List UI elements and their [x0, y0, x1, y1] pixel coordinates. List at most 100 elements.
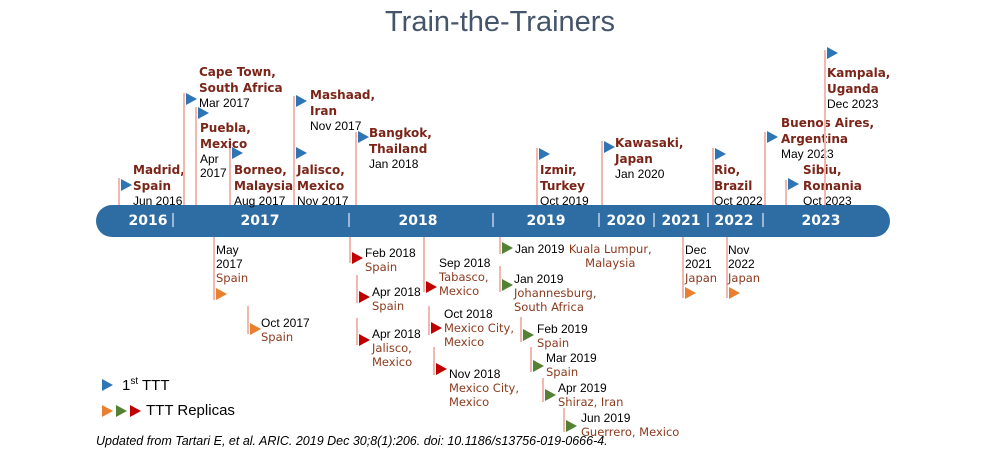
replica-green-flag-icon	[545, 389, 556, 401]
replica-orange-flag-icon	[729, 287, 740, 299]
event-city: Buenos Aires, Argentina	[781, 116, 875, 146]
event-line	[195, 107, 197, 205]
first-ttt-flag-icon	[358, 131, 369, 143]
event-city: Spain	[537, 336, 570, 350]
replica-red-flag-icon	[431, 322, 442, 334]
first-ttt-event: Jalisco, Mexico Nov 2017	[297, 162, 348, 208]
first-ttt-flag-icon	[604, 141, 615, 153]
event-city: Jalisco, Mexico	[372, 341, 413, 369]
replica-green-flag-icon	[533, 360, 544, 372]
year-label: 2020	[606, 213, 646, 229]
replica-event: Feb 2018 Spain	[365, 246, 416, 274]
legend-orange-flag-icon	[102, 405, 113, 417]
event-date: Apr 2018	[372, 327, 421, 341]
replica-green-flag-icon	[566, 420, 577, 432]
event-line	[423, 237, 425, 292]
event-date: Nov 2017	[297, 194, 349, 208]
event-date: Jun 2019	[581, 411, 631, 425]
replica-event: Jan 2019 Johannesburg, South Africa	[514, 272, 596, 314]
event-line	[118, 178, 120, 205]
replica-event: Nov 2018 Mexico City, Mexico	[449, 367, 519, 409]
replica-event: Sep 2018 Tabasco, Mexico	[439, 256, 490, 298]
event-date: Oct 2018	[444, 307, 493, 321]
event-city: Spain	[216, 271, 249, 285]
replica-event: Dec 2021 Japan	[685, 243, 717, 285]
event-date: May 2023	[781, 147, 834, 161]
replica-orange-flag-icon	[250, 323, 261, 335]
replica-event: Oct 2017 Spain	[261, 316, 310, 344]
event-date: Apr 2017	[200, 152, 227, 180]
year-label: 2023	[801, 213, 841, 229]
replica-event: Jan 2019 Kuala Lumpur, Malaysia	[515, 242, 652, 270]
event-date: Feb 2019	[537, 322, 588, 336]
event-city: Spain	[372, 299, 405, 313]
event-line	[520, 317, 522, 342]
first-ttt-event: Mashaad, Iran Nov 2017	[310, 87, 375, 133]
first-ttt-flag-icon	[767, 131, 778, 143]
event-city: Spain	[365, 260, 398, 274]
replica-event: Mar 2019 Spain	[546, 351, 597, 379]
event-line	[563, 408, 565, 432]
event-city: Spain	[261, 330, 294, 344]
event-date: Apr 2019	[558, 381, 607, 395]
event-city: Spain	[546, 365, 579, 379]
event-city: Bangkok, Thailand	[369, 126, 432, 156]
first-ttt-event: Bangkok, Thailand Jan 2018	[369, 125, 432, 171]
event-line	[764, 132, 766, 205]
first-ttt-flag-icon	[296, 147, 307, 159]
first-ttt-flag-icon	[715, 148, 726, 160]
event-line	[824, 50, 826, 205]
event-line	[499, 237, 501, 254]
replica-event: Nov 2022 Japan	[728, 243, 760, 285]
event-line	[356, 318, 358, 345]
year-label: 2018	[398, 213, 438, 229]
event-line	[183, 93, 185, 205]
event-date: Oct 2023	[803, 194, 852, 208]
first-ttt-flag-icon	[788, 178, 799, 190]
first-ttt-event: Cape Town, South Africa Mar 2017	[199, 64, 283, 110]
replica-green-flag-icon	[502, 242, 513, 254]
event-city: Shiraz, Iran	[558, 395, 624, 409]
event-date: Jan 2018	[369, 157, 419, 171]
event-line	[293, 148, 295, 205]
year-separator	[348, 213, 350, 227]
replica-event: May 2017 Spain	[216, 243, 248, 285]
event-date: Feb 2018	[365, 246, 416, 260]
replica-event: Apr 2019 Shiraz, Iran	[558, 381, 623, 409]
event-line	[712, 148, 714, 205]
event-city: Mexico City, Mexico	[444, 321, 515, 349]
event-line	[349, 237, 351, 263]
event-city: Kawasaki, Japan	[615, 136, 684, 166]
replica-event: Apr 2018 Spain	[372, 285, 421, 313]
replica-red-flag-icon	[436, 363, 447, 375]
first-ttt-event: Kawasaki, Japan Jan 2020	[615, 135, 683, 181]
legend-green-flag-icon	[116, 405, 127, 417]
first-ttt-event: Madrid, Spain Jun 2016	[133, 162, 185, 208]
legend-red-flag-icon	[130, 405, 141, 417]
year-label: 2016	[128, 213, 168, 229]
year-label: 2022	[714, 213, 754, 229]
event-line	[785, 180, 787, 205]
event-city: Jalisco, Mexico	[297, 163, 345, 193]
year-separator	[492, 213, 494, 227]
event-date: Nov 2018	[449, 367, 501, 381]
event-city: Cape Town, South Africa	[199, 65, 283, 95]
event-line	[356, 275, 358, 303]
event-city: Mashaad, Iran	[310, 88, 376, 118]
event-city: Sibiu, Romania	[803, 163, 862, 193]
first-ttt-flag-icon	[539, 148, 550, 160]
event-date: Dec 2021	[685, 243, 712, 271]
replica-event: Apr 2018 Jalisco, Mexico	[372, 327, 421, 369]
first-ttt-event: Puebla, Mexico Apr 2017	[200, 120, 251, 180]
event-line	[355, 132, 357, 205]
replica-orange-flag-icon	[216, 288, 227, 300]
year-separator	[762, 213, 764, 227]
event-date: May 2017	[216, 243, 243, 271]
event-date: Oct 2022	[714, 194, 763, 208]
replica-red-flag-icon	[426, 281, 437, 293]
year-separator	[653, 213, 655, 227]
chart-title: Train-the-Trainers	[385, 6, 615, 38]
replica-orange-flag-icon	[685, 287, 696, 299]
event-date: Oct 2019	[540, 194, 589, 208]
year-separator	[598, 213, 600, 227]
